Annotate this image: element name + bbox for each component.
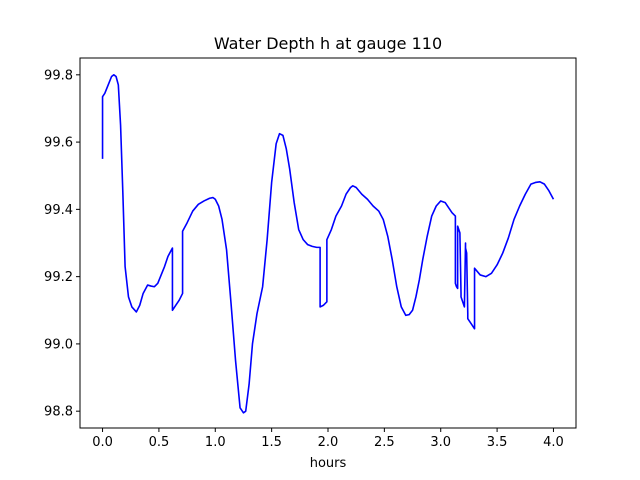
- series-line-0: [101, 74, 555, 414]
- y-tick-label: 99.2: [44, 270, 73, 285]
- x-tick-label: 0.5: [149, 435, 170, 450]
- x-tick-label: 2.5: [374, 435, 395, 450]
- x-axis-label: hours: [310, 456, 347, 471]
- x-tick-label: 1.0: [205, 435, 226, 450]
- y-tick-label: 99.6: [44, 136, 73, 151]
- x-tick-label: 1.5: [261, 435, 282, 450]
- y-tick-label: 99.0: [44, 337, 73, 352]
- x-tick-label: 3.5: [487, 435, 508, 450]
- x-tick-label: 3.0: [430, 435, 451, 450]
- y-tick-label: 98.8: [44, 405, 73, 420]
- plot-frame: [79, 57, 577, 429]
- x-tick-label: 2.0: [318, 435, 339, 450]
- chart-title: Water Depth h at gauge 110: [214, 34, 442, 53]
- x-tick-label: 4.0: [543, 435, 564, 450]
- y-tick-label: 99.8: [44, 68, 73, 83]
- x-tick-label: 0.0: [92, 435, 113, 450]
- axis-ticks: 0.0 0.5 1.0 1.5 2.0 2.5 3.0 3.5 4.0 98.8 99.0 99.2 9…: [44, 68, 564, 450]
- plot-area: [101, 74, 555, 414]
- y-tick-label: 99.4: [44, 203, 73, 218]
